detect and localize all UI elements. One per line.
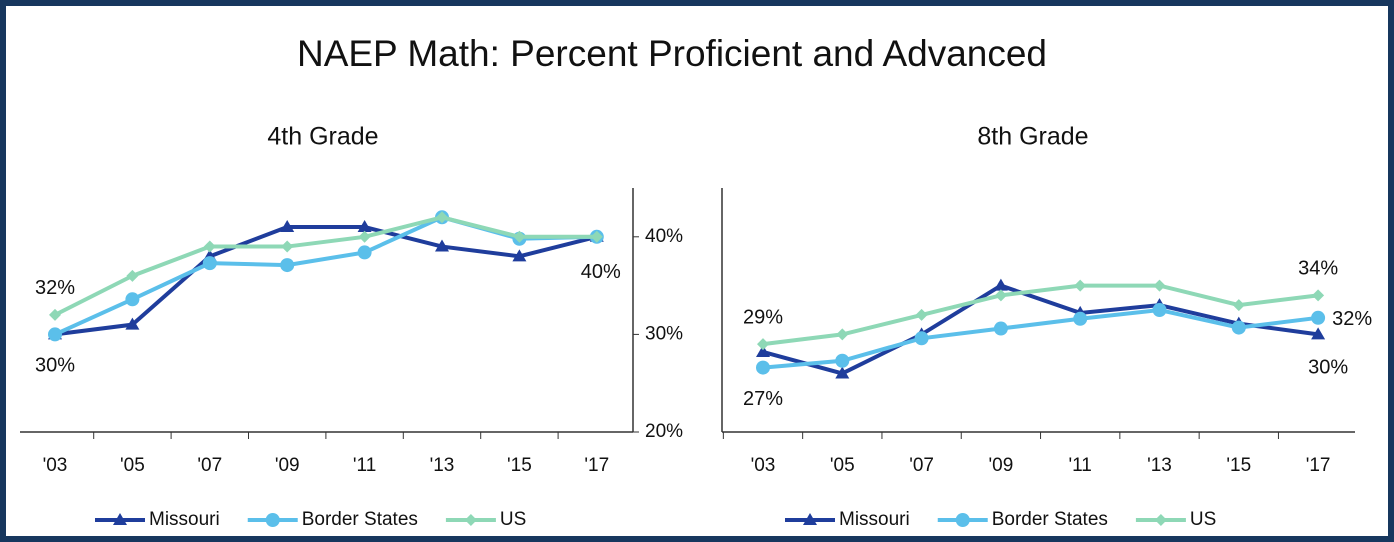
x-tick-label: '09 [989, 455, 1014, 476]
point [357, 245, 372, 260]
point [203, 240, 216, 253]
legend-label: US [1190, 509, 1216, 530]
point [49, 308, 61, 321]
legend-label: Border States [992, 509, 1108, 530]
series-line [762, 283, 1319, 347]
legend-label: Missouri [839, 509, 910, 530]
point [280, 258, 295, 273]
y-tick-label: 40% [645, 226, 683, 247]
legend-marker [265, 513, 280, 527]
x-tick-label: '05 [830, 455, 855, 476]
point [513, 230, 526, 243]
x-tick-label: '15 [1226, 455, 1251, 476]
x-tick-label: '07 [197, 455, 222, 476]
point [125, 317, 140, 330]
legend-label: US [500, 509, 526, 530]
x-tick-label: '11 [353, 455, 376, 476]
point [836, 328, 849, 341]
x-tick-label: '15 [507, 455, 532, 476]
point [835, 366, 850, 379]
data-label: 30% [1308, 357, 1348, 379]
subplot-title: 8th Grade [977, 123, 1088, 151]
y-tick-label: 30% [645, 323, 683, 344]
legend-marker [464, 514, 477, 526]
point [280, 220, 295, 233]
series-line [762, 283, 1319, 376]
series-line [54, 215, 597, 317]
point [435, 239, 449, 252]
point [915, 308, 928, 321]
legend-marker [803, 513, 817, 525]
y-tick-label: 20% [645, 421, 683, 442]
point [436, 211, 448, 224]
legend-marker [1154, 514, 1167, 526]
series-line [54, 225, 598, 337]
x-tick-label: '11 [1069, 455, 1092, 476]
x-tick-label: '17 [584, 455, 609, 476]
point [756, 360, 770, 375]
data-label: 32% [1332, 308, 1372, 330]
legend-label: Missouri [149, 509, 220, 530]
point [1153, 279, 1166, 292]
point [756, 344, 770, 357]
data-label: 34% [1298, 258, 1338, 280]
legend-label: Border States [302, 509, 418, 530]
point [1231, 320, 1246, 335]
point [125, 292, 140, 307]
point [1232, 299, 1245, 312]
point [993, 278, 1008, 291]
point [358, 230, 371, 243]
x-tick-label: '13 [430, 455, 455, 476]
point [757, 338, 769, 351]
x-tick-label: '07 [909, 455, 934, 476]
x-tick-label: '13 [1147, 455, 1172, 476]
data-label: 30% [35, 355, 75, 377]
x-tick-label: '09 [275, 455, 300, 476]
series-line [762, 307, 1319, 370]
point [993, 321, 1008, 336]
chart-title: NAEP Math: Percent Proficient and Advanc… [297, 33, 1047, 74]
x-tick-label: '03 [43, 455, 68, 476]
point [281, 240, 294, 253]
legend-marker [113, 513, 127, 525]
subplot-title: 4th Grade [267, 123, 378, 151]
legend-marker [955, 513, 970, 527]
data-label: 27% [743, 388, 783, 410]
data-label: 29% [743, 306, 783, 328]
point [1312, 289, 1325, 302]
point [357, 220, 372, 233]
point [202, 256, 217, 271]
point [512, 249, 527, 262]
data-label: 32% [35, 277, 75, 299]
point [994, 289, 1007, 302]
point [590, 230, 603, 243]
x-tick-label: '17 [1306, 455, 1331, 476]
point [126, 269, 139, 282]
point [1073, 311, 1088, 326]
point [835, 353, 850, 368]
data-label: 40% [581, 261, 621, 283]
point [1074, 279, 1087, 292]
x-tick-label: '03 [751, 455, 776, 476]
x-tick-label: '05 [120, 455, 145, 476]
point [1311, 310, 1326, 325]
point [1311, 327, 1326, 340]
point [48, 327, 62, 342]
point [1152, 303, 1167, 317]
point [914, 331, 929, 346]
